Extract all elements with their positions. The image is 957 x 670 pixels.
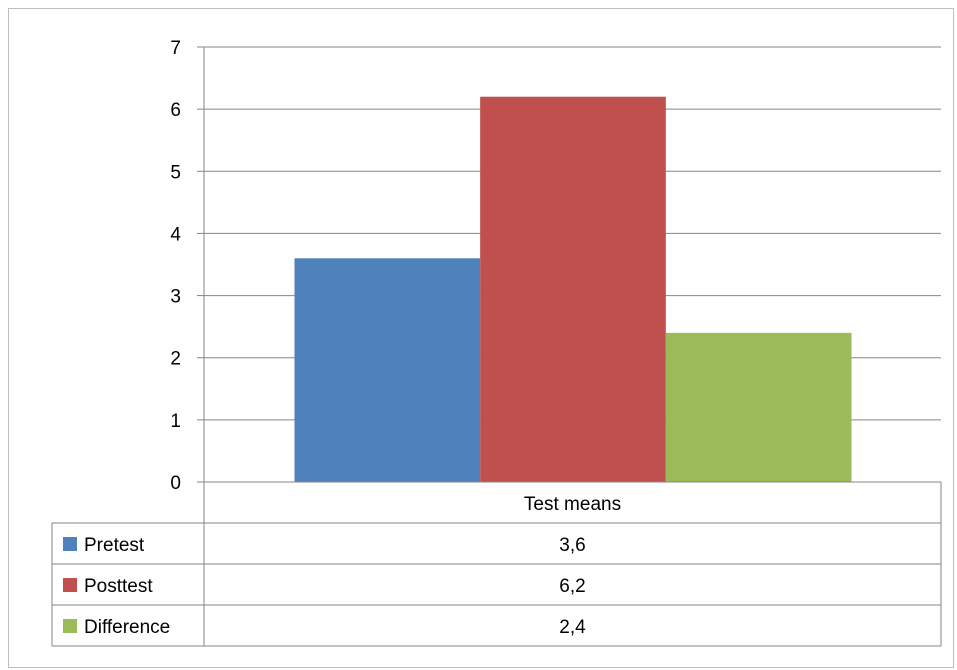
legend-key-difference	[63, 619, 77, 633]
y-tick-label-2: 2	[170, 349, 181, 370]
bar-difference	[665, 332, 852, 482]
legend-label-posttest: Posttest	[84, 576, 153, 597]
legend-label-difference: Difference	[84, 617, 170, 638]
y-tick-label-4: 4	[170, 224, 181, 245]
axes	[197, 46, 941, 483]
y-axis-tick-labels: 0 1 2 3 4 5 6 7	[170, 38, 181, 494]
y-tick-label-5: 5	[170, 162, 181, 183]
table-value-pretest: 3,6	[559, 535, 585, 556]
y-tick-label-0: 0	[170, 473, 181, 494]
legend-label-pretest: Pretest	[84, 535, 145, 556]
table-value-posttest: 6,2	[559, 576, 585, 597]
y-tick-label-3: 3	[170, 287, 181, 308]
bar-posttest	[480, 96, 666, 482]
legend-key-posttest	[63, 578, 77, 592]
y-tick-label-1: 1	[170, 411, 181, 432]
y-tick-label-6: 6	[170, 100, 181, 121]
bar-pretest	[294, 258, 481, 482]
data-table: Test means Pretest 3,6 Posttest 6,2 Differenc…	[51, 482, 942, 647]
table-category-label: Test means	[524, 494, 621, 515]
bars	[294, 96, 852, 482]
y-tick-label-7: 7	[170, 38, 181, 59]
table-value-difference: 2,4	[559, 617, 586, 638]
legend-key-pretest	[63, 537, 77, 551]
